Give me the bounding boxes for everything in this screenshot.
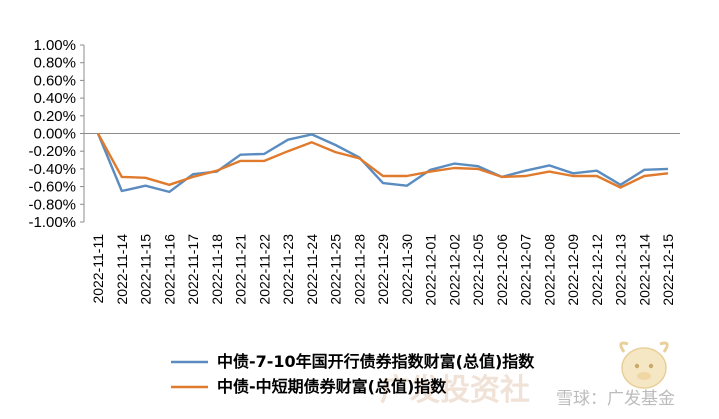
x-tick-label: 2022-12-14 — [636, 234, 652, 306]
x-tick-label: 2022-12-08 — [541, 234, 557, 306]
x-tick-label: 2022-11-23 — [280, 234, 296, 305]
x-tick-label: 2022-11-22 — [256, 234, 272, 305]
x-tick-label: 2022-12-09 — [565, 234, 581, 306]
x-tick-label: 2022-12-15 — [660, 234, 676, 306]
y-tick-label: 1.00% — [33, 37, 76, 54]
mascot-icon — [619, 341, 669, 389]
x-tick-label: 2022-12-07 — [518, 234, 534, 306]
y-tick-label: -1.00% — [28, 214, 76, 231]
x-tick-label: 2022-11-16 — [161, 234, 177, 305]
series-line — [96, 132, 669, 189]
x-tick-label: 2022-11-30 — [399, 234, 415, 305]
y-tick-label: -0.20% — [28, 143, 76, 160]
x-tick-label: 2022-12-01 — [423, 234, 439, 306]
x-tick-label: 2022-12-06 — [494, 234, 510, 306]
x-tick-label: 2022-11-21 — [233, 234, 249, 305]
x-tick-label: 2022-11-11 — [90, 234, 106, 304]
y-tick-label: 0.80% — [33, 55, 76, 72]
x-tick-label: 2022-11-29 — [375, 234, 391, 305]
x-tick-label: 2022-11-15 — [138, 234, 154, 305]
legend-label: 中债-中短期债券财富(总值)指数 — [217, 377, 447, 396]
legend-label: 中债-7-10年国开行债券指数财富(总值)指数 — [217, 352, 535, 371]
x-tick-label: 2022-11-28 — [351, 234, 367, 305]
y-tick-label: 0.00% — [33, 126, 76, 143]
y-tick-label: -0.60% — [28, 179, 76, 196]
series-2 — [96, 132, 669, 189]
plot-area — [83, 45, 680, 222]
watermark: 广发投资社 雪球：广发基金 — [380, 341, 675, 409]
x-tick-label: 2022-11-24 — [304, 234, 320, 305]
series-line — [96, 133, 669, 194]
y-tick-label: 0.60% — [33, 72, 76, 89]
y-tick-label: -0.80% — [28, 196, 76, 213]
x-tick-label: 2022-12-05 — [470, 234, 486, 306]
series-1 — [96, 133, 669, 194]
x-tick-label: 2022-11-17 — [185, 234, 201, 305]
watermark-text: 雪球：广发基金 — [556, 389, 675, 409]
x-tick-label: 2022-12-02 — [446, 234, 462, 306]
y-tick-label: -0.40% — [28, 161, 76, 178]
x-tick-label: 2022-11-14 — [114, 234, 130, 305]
y-tick-label: 0.40% — [33, 90, 76, 107]
x-axis-ticks: 2022-11-11 2022-11-14 2022-11-15 2022-11-16… — [90, 234, 676, 306]
x-tick-label: 2022-11-18 — [209, 234, 225, 305]
y-tick-label: 0.20% — [33, 108, 76, 125]
watermark-big-text: 广发投资社 — [380, 373, 530, 408]
x-tick-label: 2022-12-13 — [613, 234, 629, 306]
y-axis-ticks: 1.00%0.80%0.60%0.40%0.20%0.00%-0.20%-0.4… — [28, 37, 84, 231]
x-tick-label: 2022-11-25 — [328, 234, 344, 305]
x-tick-label: 2022-12-12 — [589, 234, 605, 306]
